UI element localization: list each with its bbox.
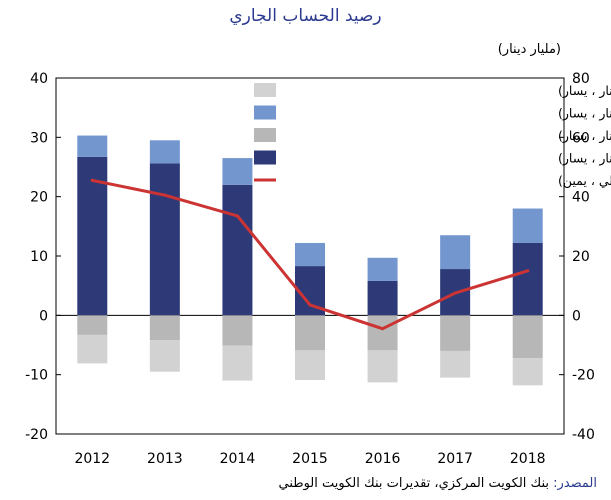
x-tick-label: 2016 [365, 451, 401, 467]
x-tick-label: 2018 [510, 451, 546, 467]
legend-swatch [254, 105, 276, 120]
x-tick-label: 2015 [292, 451, 328, 467]
bar-segment-series-2 [295, 315, 325, 351]
right-tick-label: -20 [572, 368, 595, 384]
source-note: المصدر: بنك الكويت المركزي، تقديرات بنك … [278, 476, 597, 491]
right-tick-label: 80 [572, 71, 590, 87]
bar-segment-series-2 [440, 315, 471, 351]
chart-title: رصيد الحساب الجاري [229, 6, 382, 26]
bar-segment-series-3 [440, 350, 471, 378]
unit-label: (مليار دينار) [497, 42, 561, 57]
bar-segment-series-1 [440, 235, 471, 270]
bar-segment-series-3 [149, 340, 180, 372]
legend-label: السلع (مليار دينار ، يسار) [558, 151, 611, 167]
bar-segment-series-1 [367, 257, 398, 281]
legend-label: الدخل (صافي، مليار دينار ، يسار) [558, 106, 611, 122]
bar-segment-series-3 [295, 350, 325, 381]
line-point [90, 178, 94, 182]
bar-segment-series-1 [149, 140, 180, 164]
legend-swatch [254, 150, 276, 165]
bar-segment-series-1 [77, 135, 108, 157]
bar-segment-series-2 [512, 315, 543, 359]
left-tick-label: 0 [39, 308, 48, 324]
bar-segment-series-2 [222, 315, 253, 346]
right-tick-label: 20 [572, 249, 590, 265]
bar-segment-series-0 [149, 163, 180, 316]
x-tick-label: 2014 [220, 451, 256, 467]
bar-segment-series-3 [367, 350, 398, 383]
bar-segment-series-0 [222, 184, 253, 316]
bar-segment-series-3 [77, 334, 108, 364]
bar-segment-series-0 [367, 280, 398, 316]
legend-swatch [254, 83, 276, 97]
left-tick-label: 20 [30, 190, 48, 206]
legend-label: التحويلات (صافي، مليار دينار ، يسار) [558, 83, 611, 99]
right-tick-label: 60 [572, 130, 590, 146]
bar-segment-series-1 [222, 158, 253, 185]
line-point [308, 303, 312, 307]
line-point [453, 291, 457, 295]
left-tick-label: 40 [30, 71, 48, 87]
legend-label: الخدمات (صافي، مليار دينار ، يسار) [558, 128, 611, 144]
right-tick-label: 0 [572, 308, 581, 324]
legend-swatch [254, 128, 276, 142]
bar-segment-series-1 [295, 242, 325, 267]
right-tick-label: 40 [572, 190, 590, 206]
left-tick-label: -10 [25, 368, 48, 384]
bar-segment-series-0 [512, 242, 543, 316]
left-tick-label: 30 [30, 130, 48, 146]
x-tick-label: 2012 [74, 451, 110, 467]
x-tick-label: 2013 [147, 451, 183, 467]
bar-segment-series-2 [149, 315, 180, 341]
line-point [163, 193, 167, 197]
line-point [380, 327, 385, 331]
line-point [235, 214, 240, 218]
left-tick-label: -20 [25, 427, 48, 443]
bar-segment-series-3 [222, 345, 253, 381]
legend-label: الحساب الجاري (٪ من إجمالي الناتج المحلي… [558, 173, 611, 189]
x-tick-label: 2017 [437, 451, 473, 467]
bar-segment-series-3 [512, 358, 543, 386]
right-tick-label: -40 [572, 427, 595, 443]
left-tick-label: 10 [30, 249, 48, 265]
line-point [526, 269, 530, 273]
source-label: المصدر: [553, 476, 597, 491]
bar-segment-series-2 [367, 315, 398, 351]
bar-segment-series-2 [77, 315, 108, 335]
source-text: بنك الكويت المركزي، تقديرات بنك الكويت ا… [278, 476, 554, 491]
bar-segment-series-1 [512, 208, 543, 243]
